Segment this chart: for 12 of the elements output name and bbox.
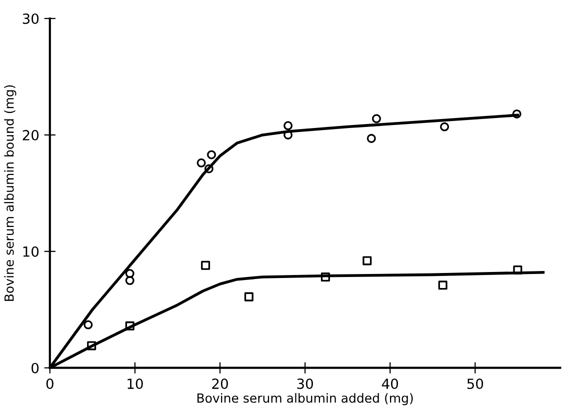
x-tick-label: 50 [467, 378, 484, 390]
y-tick-label: 0 [32, 362, 39, 374]
x-tick-label: 20 [212, 378, 228, 390]
x-axis-title: Bovine serum albumin added (mg) [197, 393, 413, 406]
y-tick-label: 20 [22, 130, 39, 140]
x-tick-label: 0 [46, 378, 54, 390]
y-axis-title: Bovine serum albumin bound (mg) [4, 85, 16, 301]
x-tick-label: 10 [128, 378, 143, 390]
y-tick-label: 10 [23, 246, 39, 257]
y-tick-label: 30 [22, 13, 39, 24]
x-tick-label: 30 [297, 378, 313, 390]
x-tick-label: 40 [382, 378, 398, 390]
